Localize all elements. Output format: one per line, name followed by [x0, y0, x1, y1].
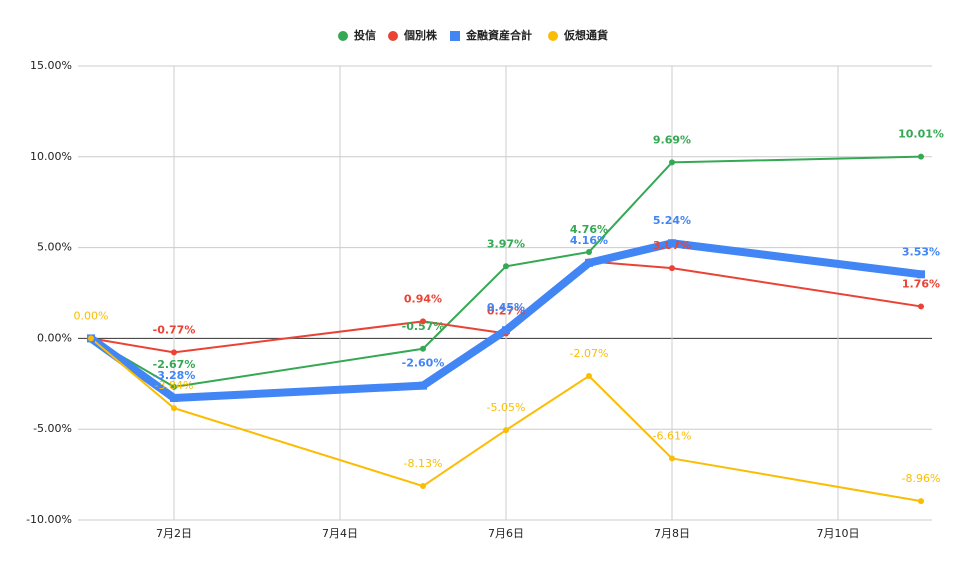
y-tick-label: -10.00%: [26, 513, 72, 526]
data-label: -2.67%: [153, 358, 196, 371]
data-label: -5.05%: [487, 401, 526, 414]
legend-label: 金融資産合計: [465, 28, 532, 42]
data-label: -6.61%: [653, 429, 692, 442]
legend-label: 個別株: [403, 28, 438, 42]
data-label: -0.77%: [153, 323, 196, 336]
data-label: 0.27%: [487, 304, 525, 317]
point: [170, 393, 178, 402]
point: [88, 335, 94, 342]
data-label: 3.53%: [902, 245, 940, 258]
point: [669, 265, 675, 272]
data-label: 9.69%: [653, 133, 691, 146]
y-tick-label: 15.00%: [30, 59, 72, 72]
data-label: 1.76%: [902, 277, 940, 290]
data-label: -2.60%: [402, 357, 445, 370]
y-tick-label: -5.00%: [33, 422, 72, 435]
data-label: -2.07%: [570, 347, 609, 360]
legend-label: 投信: [354, 28, 376, 42]
x-tick-label: 7月2日: [156, 527, 192, 540]
data-label: -0.57%: [402, 320, 445, 333]
data-label: 4.76%: [570, 223, 608, 236]
point: [503, 263, 509, 270]
point: [917, 270, 925, 279]
y-tick-label: 10.00%: [30, 150, 72, 163]
x-tick-label: 7月4日: [322, 527, 358, 540]
data-label: -3.84%: [155, 379, 194, 392]
legend-label: 仮想通貨: [563, 28, 608, 42]
point: [918, 153, 924, 160]
data-label: 0.94%: [404, 292, 442, 305]
y-tick-label: 5.00%: [37, 241, 72, 254]
point: [586, 372, 592, 379]
point: [420, 483, 426, 490]
point: [586, 248, 592, 255]
legend-marker: [338, 31, 348, 41]
x-tick-label: 7月10日: [817, 527, 860, 540]
data-label: 4.16%: [570, 234, 608, 247]
point: [585, 258, 593, 267]
data-label: 3.97%: [487, 237, 525, 250]
point: [171, 383, 177, 390]
data-label: 10.01%: [898, 128, 944, 141]
point: [918, 498, 924, 505]
point: [420, 345, 426, 352]
data-label: 5.24%: [653, 214, 691, 227]
y-tick-label: 0.00%: [37, 331, 72, 344]
point: [503, 427, 509, 434]
point: [420, 318, 426, 325]
legend-marker: [388, 31, 398, 41]
x-tick-label: 7月6日: [488, 527, 524, 540]
point: [669, 455, 675, 462]
x-tick-label: 7月8日: [654, 527, 690, 540]
data-label: -8.96%: [902, 472, 941, 485]
point: [171, 349, 177, 356]
point: [669, 159, 675, 166]
point: [502, 326, 510, 335]
legend-marker: [548, 31, 558, 41]
data-label: 0.00%: [74, 309, 109, 322]
point: [918, 303, 924, 310]
point: [171, 405, 177, 412]
data-label: -8.13%: [404, 457, 443, 470]
point: [668, 239, 676, 248]
data-label: 0.45%: [487, 301, 525, 314]
data-label: -3.28%: [153, 369, 196, 382]
point: [419, 381, 427, 390]
legend-marker: [450, 31, 460, 41]
